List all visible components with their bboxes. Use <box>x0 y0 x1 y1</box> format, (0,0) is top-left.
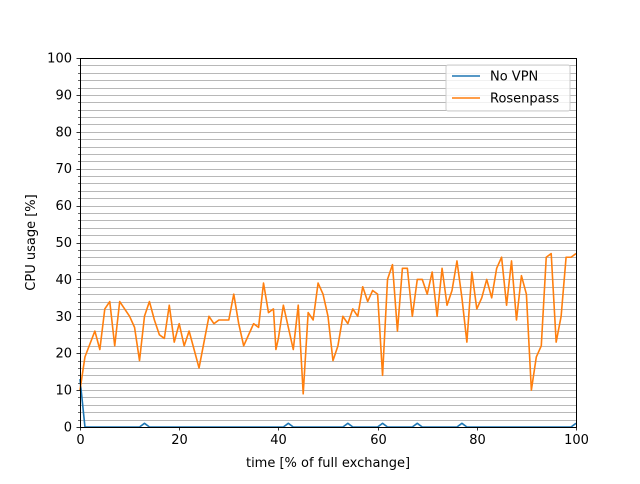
y-tick-label: 30 <box>55 310 72 325</box>
y-tick-label: 0 <box>64 421 72 436</box>
x-tick-label: 20 <box>171 433 188 448</box>
series-line-rosenpass <box>79 252 577 395</box>
x-tick-label: 60 <box>370 433 387 448</box>
legend: No VPN Rosenpass <box>445 64 571 112</box>
y-tick-label: 60 <box>55 199 72 214</box>
y-tick-label: 90 <box>55 88 72 103</box>
x-tick-label: 100 <box>564 433 589 448</box>
y-tick-label: 10 <box>55 384 72 399</box>
y-tick-label: 50 <box>55 236 72 251</box>
y-axis-ticks: 0 10 20 30 40 50 60 70 80 90 100 <box>47 52 80 436</box>
y-tick-label: 80 <box>55 125 72 140</box>
legend-label: Rosenpass <box>490 92 559 107</box>
y-axis-label: CPU usage [%] <box>24 194 39 290</box>
x-tick-label: 0 <box>76 433 84 448</box>
y-tick-label: 40 <box>55 273 72 288</box>
x-tick-label: 80 <box>469 433 486 448</box>
y-tick-label: 100 <box>47 52 72 67</box>
x-tick-label: 40 <box>270 433 287 448</box>
legend-label: No VPN <box>490 70 538 85</box>
x-axis-ticks: 0 20 40 60 80 100 <box>76 427 589 448</box>
y-tick-label: 70 <box>55 162 72 177</box>
y-tick-label: 20 <box>55 347 72 362</box>
plot-frame <box>80 58 577 428</box>
x-axis-label: time [% of full exchange] <box>246 456 410 471</box>
